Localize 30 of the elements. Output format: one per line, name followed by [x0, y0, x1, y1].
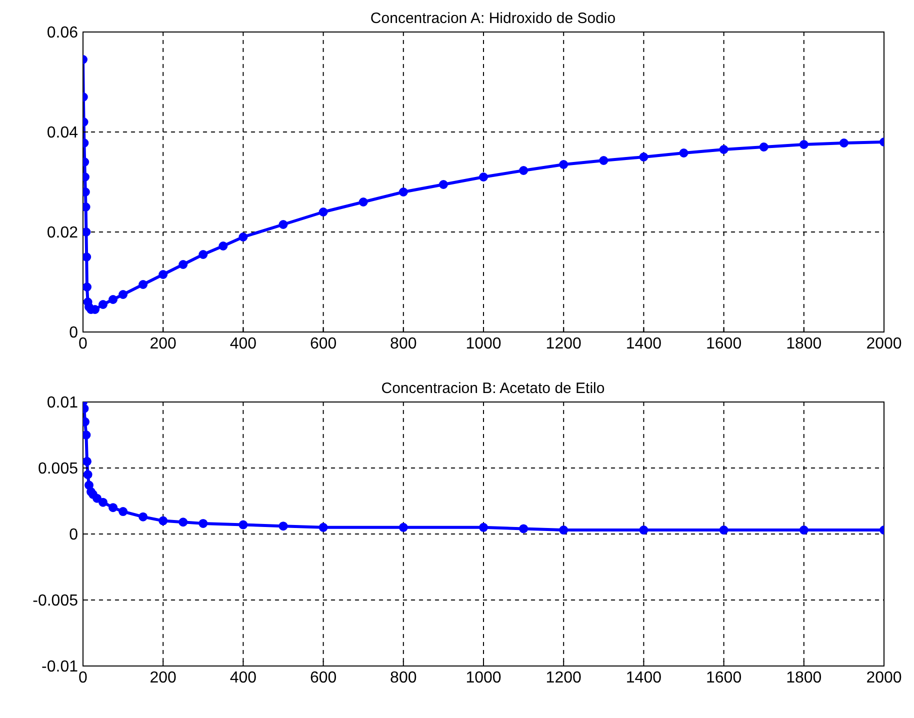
- x-tick-label: 800: [390, 669, 417, 686]
- x-tick-label: 800: [390, 335, 417, 352]
- x-tick-label: 1200: [546, 669, 582, 686]
- y-tick-label: 0: [69, 526, 78, 544]
- x-tick-label: 600: [310, 669, 337, 686]
- x-tick-label: 200: [150, 669, 177, 686]
- x-tick-label: 1600: [706, 335, 742, 352]
- y-tick-label: 0.04: [46, 124, 78, 142]
- x-tick-label: 1200: [546, 335, 582, 352]
- x-tick-label: 1800: [786, 335, 822, 352]
- x-tick-label: 400: [230, 335, 257, 352]
- x-tick-label: 2000: [866, 669, 902, 686]
- y-tick-label: 0.06: [46, 24, 78, 42]
- x-tick-label: 2000: [866, 335, 902, 352]
- chart-title: Concentracion B: Acetato de Etilo: [380, 380, 606, 397]
- y-tick-label: -0.005: [32, 592, 78, 610]
- x-tick-label: 1000: [466, 335, 502, 352]
- x-tick-label: 1600: [706, 669, 742, 686]
- x-tick-label: 1400: [626, 669, 662, 686]
- y-tick-label: -0.01: [42, 658, 78, 676]
- x-tick-label: 1800: [786, 669, 822, 686]
- x-tick-label: 400: [230, 669, 257, 686]
- x-tick-label: 200: [150, 335, 177, 352]
- x-tick-label: 1400: [626, 335, 662, 352]
- chart-title: Concentracion A: Hidroxido de Sodio: [369, 10, 617, 27]
- x-tick-label: 600: [310, 335, 337, 352]
- y-tick-label: 0.01: [46, 394, 78, 412]
- x-tick-label: 1000: [466, 669, 502, 686]
- y-tick-label: 0.02: [46, 224, 78, 242]
- y-tick-label: 0.005: [38, 460, 78, 478]
